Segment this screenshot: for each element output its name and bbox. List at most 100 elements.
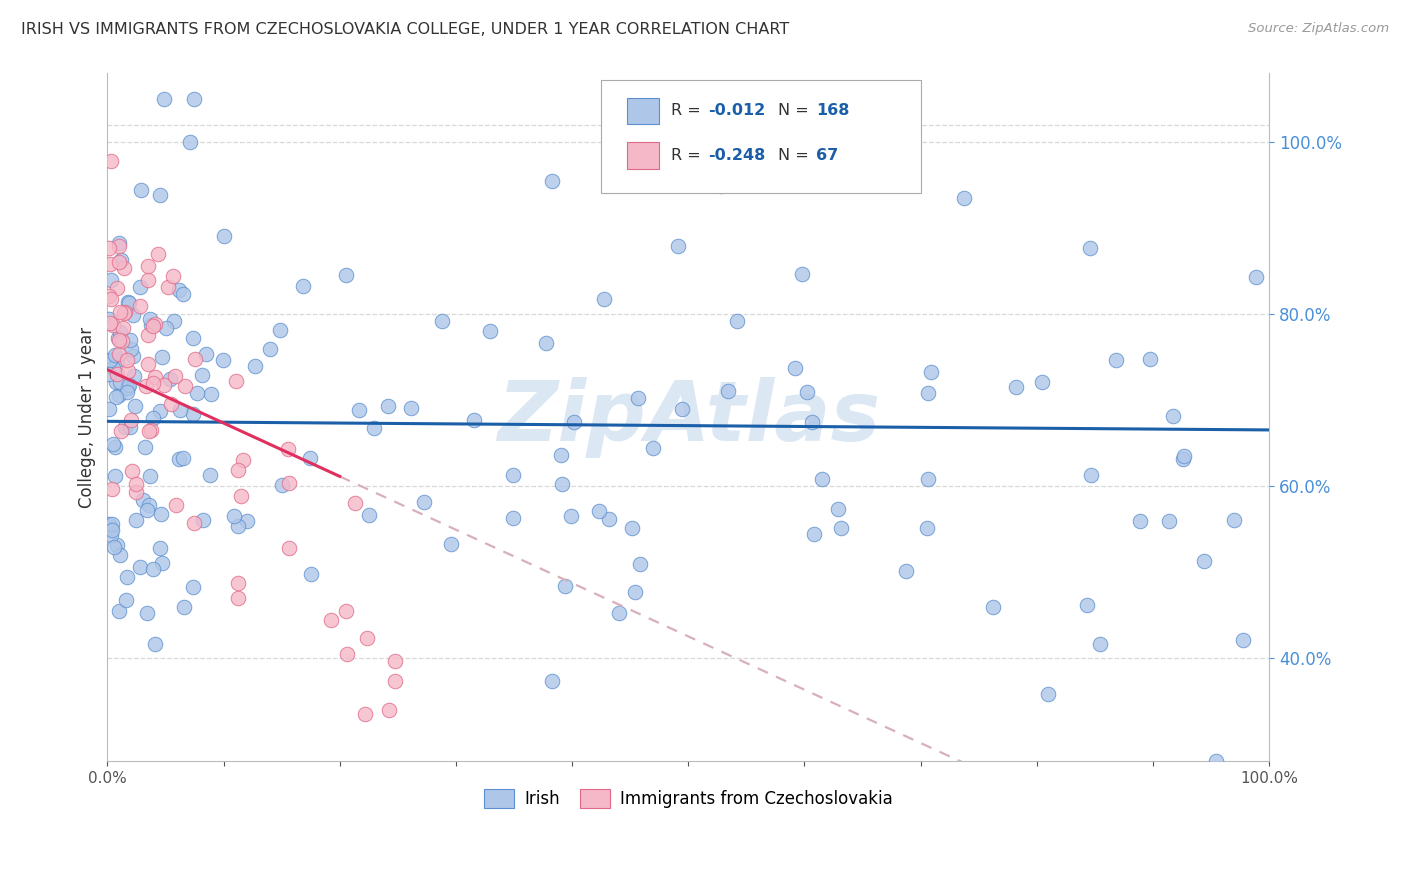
Point: [125, 513, 148, 527]
Point: [117, 381, 139, 395]
Point: [917, 521, 939, 535]
Text: N =: N =: [778, 103, 814, 118]
Point: [226, 591, 249, 605]
Point: [112, 260, 135, 275]
Point: [118, 296, 141, 310]
Point: [129, 183, 152, 197]
Point: [335, 604, 357, 618]
Point: [172, 451, 194, 466]
Text: IRISH VS IMMIGRANTS FROM CZECHOSLOVAKIA COLLEGE, UNDER 1 YEAR CORRELATION CHART: IRISH VS IMMIGRANTS FROM CZECHOSLOVAKIA …: [21, 22, 789, 37]
Point: [153, 377, 176, 392]
Point: [554, 579, 576, 593]
Point: [717, 384, 740, 398]
Point: [149, 404, 172, 418]
Point: [108, 325, 131, 339]
Point: [356, 631, 378, 645]
Point: [121, 464, 143, 478]
Point: [120, 419, 142, 434]
Point: [384, 654, 406, 668]
Point: [920, 365, 942, 379]
Point: [1105, 352, 1128, 367]
Point: [125, 485, 148, 500]
Point: [132, 493, 155, 508]
Point: [169, 403, 191, 417]
FancyBboxPatch shape: [627, 97, 659, 124]
FancyBboxPatch shape: [602, 80, 921, 194]
Point: [224, 508, 246, 523]
Point: [463, 412, 485, 426]
Point: [107, 239, 129, 253]
Point: [136, 273, 159, 287]
Point: [128, 280, 150, 294]
Point: [502, 468, 524, 483]
Point: [105, 375, 128, 389]
Point: [193, 513, 215, 527]
Point: [117, 570, 139, 584]
Point: [440, 537, 463, 551]
Point: [593, 292, 616, 306]
Point: [104, 468, 127, 483]
Text: R =: R =: [671, 103, 706, 118]
Point: [1205, 754, 1227, 768]
Point: [1080, 467, 1102, 482]
Point: [827, 501, 849, 516]
Text: 168: 168: [815, 103, 849, 118]
Point: [120, 333, 142, 347]
Point: [110, 253, 132, 268]
Point: [194, 347, 217, 361]
Point: [231, 489, 253, 503]
Point: [101, 516, 124, 531]
Point: [551, 476, 574, 491]
Point: [122, 369, 145, 384]
Point: [1161, 409, 1184, 423]
Point: [430, 314, 453, 328]
Point: [384, 673, 406, 688]
Point: [534, 336, 557, 351]
Point: [105, 353, 128, 368]
Point: [363, 420, 385, 434]
Point: [100, 527, 122, 541]
Point: [179, 135, 201, 149]
Point: [277, 475, 299, 490]
Point: [155, 321, 177, 335]
Point: [117, 295, 139, 310]
Point: [163, 314, 186, 328]
Point: [269, 323, 291, 337]
Point: [117, 379, 139, 393]
Point: [598, 512, 620, 526]
Point: [181, 407, 204, 421]
Point: [100, 273, 122, 287]
Point: [117, 364, 139, 378]
Point: [259, 342, 281, 356]
Point: [299, 567, 322, 582]
Point: [120, 343, 142, 357]
Point: [232, 453, 254, 467]
Point: [1036, 687, 1059, 701]
Point: [101, 437, 124, 451]
Point: [111, 321, 134, 335]
Point: [790, 268, 813, 282]
Point: [183, 92, 205, 106]
Point: [108, 346, 131, 360]
Point: [377, 399, 399, 413]
Point: [107, 331, 129, 345]
Point: [149, 541, 172, 556]
Point: [111, 334, 134, 348]
Point: [1031, 375, 1053, 389]
Point: [478, 324, 501, 338]
Point: [198, 468, 221, 483]
Point: [110, 548, 132, 562]
Point: [98, 353, 121, 368]
Point: [138, 425, 160, 439]
Point: [105, 367, 128, 381]
Point: [114, 420, 136, 434]
Y-axis label: College, Under 1 year: College, Under 1 year: [79, 326, 96, 508]
Point: [163, 369, 186, 384]
Point: [225, 374, 247, 388]
Point: [174, 378, 197, 392]
Point: [226, 519, 249, 533]
Text: R =: R =: [671, 148, 706, 163]
Point: [148, 246, 170, 260]
Point: [98, 316, 121, 330]
Point: [624, 585, 647, 599]
